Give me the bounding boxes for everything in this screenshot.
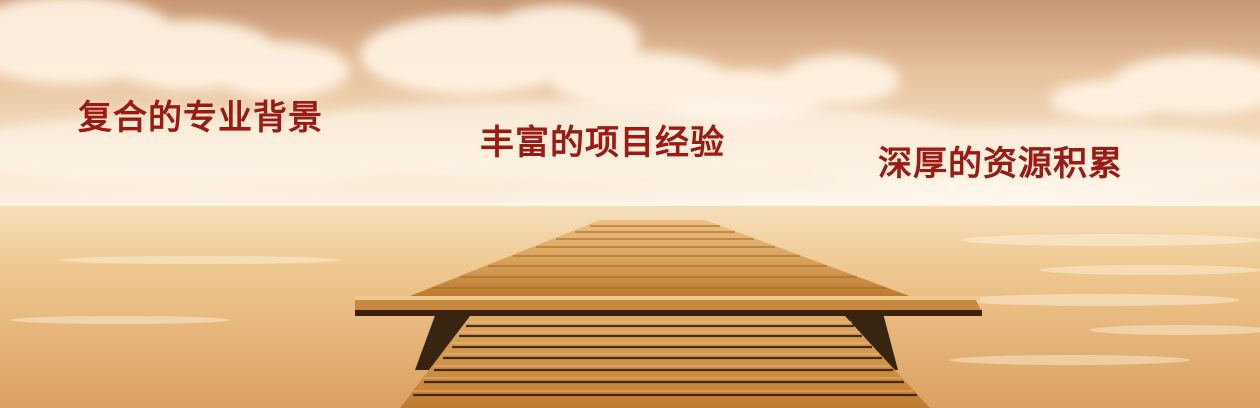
slogan-professional-background: 复合的专业背景 — [78, 98, 323, 138]
slogan-resource-accumulation: 深厚的资源积累 — [878, 144, 1123, 184]
slogan-project-experience: 丰富的项目经验 — [480, 123, 725, 163]
